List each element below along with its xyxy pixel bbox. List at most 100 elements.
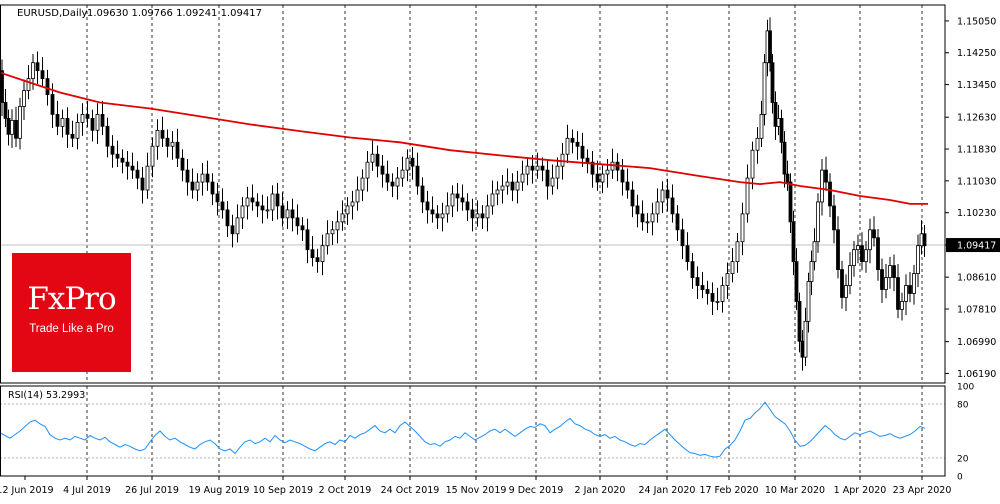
price-pane-frame: [0, 4, 946, 384]
candle-body: [275, 193, 280, 207]
candle-body: [510, 181, 515, 191]
candle-body: [330, 229, 335, 235]
x-tick-label: 26 Jul 2019: [125, 485, 179, 496]
candle-body: [852, 249, 856, 267]
fxpro-logo: FxPro Trade Like a Pro: [12, 253, 131, 372]
candle-body: [640, 213, 645, 223]
candle-body: [665, 189, 670, 199]
y-tick-label: 1.10230: [957, 208, 996, 219]
candle-body: [540, 165, 545, 171]
candle-body: [759, 114, 764, 139]
candle-body: [230, 225, 235, 235]
candle-body: [836, 229, 840, 271]
candle-body: [340, 213, 345, 223]
candle-body: [794, 261, 799, 302]
candle-body: [400, 169, 405, 179]
candle-body: [480, 213, 485, 219]
x-tick-label: 1 Apr 2020: [834, 485, 887, 496]
candle-body: [595, 173, 600, 183]
candle-body: [60, 118, 65, 127]
candle-body: [45, 78, 50, 95]
candle-body: [390, 181, 395, 187]
candle-body: [290, 209, 295, 219]
candle-body: [295, 217, 300, 227]
candle-body: [470, 209, 475, 219]
candle-body: [710, 293, 715, 302]
candle-body: [455, 193, 460, 199]
candle-body: [800, 340, 805, 358]
candle-body: [440, 213, 445, 219]
candle-body: [735, 241, 740, 263]
candle-body: [560, 153, 565, 167]
candle-body: [900, 301, 904, 310]
candle-body: [892, 265, 896, 278]
candle-body: [270, 193, 275, 211]
candle-body: [460, 197, 465, 203]
candle-body: [180, 157, 185, 171]
candle-body: [355, 189, 360, 203]
rsi-y-tick-label: 100: [957, 383, 974, 393]
candle-body: [690, 261, 695, 278]
candle-body: [856, 245, 860, 251]
candle-body: [350, 201, 355, 207]
candle-body: [105, 125, 110, 147]
candle-body: [205, 173, 210, 183]
candle-body: [809, 261, 814, 282]
symbol-label: EURUSD,Daily: [17, 8, 88, 19]
candle-body: [185, 169, 190, 183]
y-tick-label: 1.15050: [957, 16, 996, 27]
candle-body: [720, 285, 725, 302]
x-tick-label: 9 Dec 2019: [509, 485, 564, 496]
y-tick-label: 1.06190: [957, 369, 996, 380]
candle-body: [305, 229, 310, 251]
candle-body: [10, 119, 14, 135]
candle-body: [265, 209, 270, 212]
candle-body: [55, 114, 60, 127]
candle-body: [385, 173, 390, 183]
candle-body: [816, 201, 820, 243]
candle-body: [26, 78, 31, 91]
last-price-marker: [946, 238, 1000, 253]
candle-body: [50, 94, 55, 115]
candle-body: [785, 173, 790, 183]
candle-body: [565, 137, 570, 155]
candle-body: [812, 241, 817, 263]
candle-body: [705, 289, 710, 294]
candle-body: [125, 161, 130, 167]
candle-body: [375, 153, 380, 167]
candle-body: [605, 169, 610, 175]
candle-body: [120, 157, 125, 163]
y-tick-label: 1.11030: [957, 176, 996, 187]
candle-body: [715, 301, 720, 303]
candle-body: [791, 221, 796, 263]
rsi-line: [0, 401, 926, 458]
candle-body: [435, 213, 440, 219]
candle-body: [405, 157, 410, 171]
candle-body: [788, 181, 793, 223]
candle-body: [685, 245, 690, 263]
candle-body: [625, 181, 630, 191]
candle-body: [745, 177, 750, 215]
candle-body: [600, 173, 605, 183]
candle-body: [245, 197, 250, 207]
rsi-pane-frame: [0, 385, 946, 477]
candle-body: [140, 177, 145, 191]
candle-body: [135, 169, 140, 179]
candle-body: [520, 173, 525, 183]
candle-body: [740, 213, 745, 243]
candle-body: [285, 209, 290, 219]
candle-body: [803, 320, 808, 358]
candle-body: [655, 201, 660, 215]
rsi-y-tick-label: 80: [957, 401, 969, 411]
candle-body: [872, 229, 876, 239]
candle-body: [550, 177, 555, 187]
x-tick-label: 2 Jan 2020: [575, 485, 626, 496]
x-tick-label: 17 Feb 2020: [699, 485, 758, 496]
candle-body: [445, 205, 450, 215]
candle-body: [260, 205, 265, 211]
candle-body: [235, 217, 240, 235]
candle-body: [195, 181, 200, 191]
candle-body: [335, 221, 340, 231]
